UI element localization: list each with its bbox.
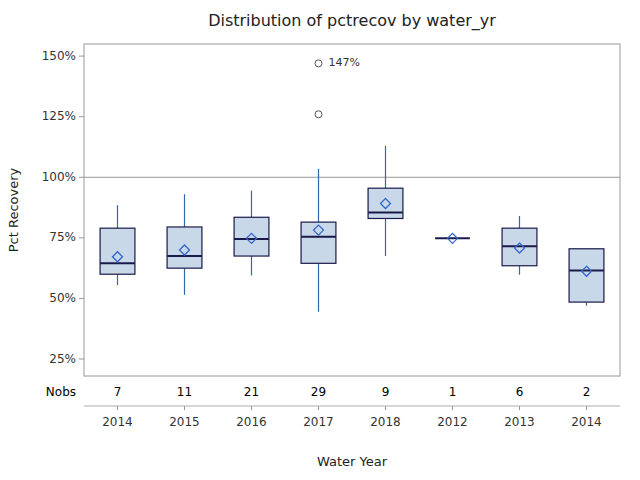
y-tick [79, 116, 84, 117]
mean-marker [113, 252, 123, 262]
y-tick-label: 125% [42, 109, 76, 123]
x-tick-label: 2012 [437, 415, 468, 429]
x-tick [318, 406, 319, 410]
nobs-value: 21 [244, 385, 259, 399]
y-tick [79, 56, 84, 57]
whisker-high [519, 216, 520, 228]
whisker-low [117, 274, 118, 285]
median [234, 238, 269, 240]
median [368, 211, 403, 213]
whisker-low [519, 266, 520, 275]
x-tick [519, 406, 520, 410]
y-tick [79, 298, 84, 299]
x-tick [586, 406, 587, 410]
whisker-high [184, 194, 185, 227]
nobs-value: 1 [449, 385, 457, 399]
nobs-value: 11 [177, 385, 192, 399]
y-tick [79, 237, 84, 238]
median [435, 237, 470, 239]
box [301, 222, 336, 263]
median [502, 245, 537, 247]
whisker-high [385, 146, 386, 188]
nobs-value: 29 [311, 385, 326, 399]
x-axis-label: Water Year [317, 454, 388, 469]
whisker-high [251, 191, 252, 218]
x-tick-label: 2014 [571, 415, 602, 429]
mean-marker [515, 243, 525, 253]
y-tick-label: 75% [49, 230, 76, 244]
box [569, 249, 604, 302]
mean-marker [314, 225, 324, 235]
chart: Distribution of pctrecov by water_yr 25% 5… [0, 0, 640, 480]
whisker-low [318, 263, 319, 311]
nobs-value: 2 [583, 385, 591, 399]
x-tick [385, 406, 386, 410]
plot-area [84, 60, 620, 312]
y-tick-label: 150% [42, 49, 76, 63]
whisker-low [184, 268, 185, 295]
median [569, 270, 604, 272]
box [435, 238, 470, 239]
x-tick-label: 2018 [370, 415, 401, 429]
nobs-label: Nobs [46, 385, 76, 399]
whisker-high [117, 205, 118, 228]
y-tick-label: 25% [49, 352, 76, 366]
whisker-low [385, 218, 386, 256]
nobs-value: 9 [382, 385, 390, 399]
whisker-low [251, 256, 252, 275]
box [234, 217, 269, 256]
x-tick-label: 2014 [102, 415, 133, 429]
plot-frame [84, 44, 620, 376]
outlier [315, 111, 322, 118]
reference-line [84, 177, 620, 178]
nobs-separator [84, 406, 620, 407]
mean-marker [180, 245, 190, 255]
x-tick [184, 406, 185, 410]
box [167, 227, 202, 268]
nobs-value: 6 [516, 385, 524, 399]
x-tick-label: 2013 [504, 415, 535, 429]
y-tick [79, 177, 84, 178]
x-tick [117, 406, 118, 410]
x-tick-label: 2017 [303, 415, 334, 429]
mean-marker [247, 233, 257, 243]
y-tick [79, 359, 84, 360]
outlier [315, 60, 322, 67]
x-tick-label: 2015 [169, 415, 200, 429]
mean-marker [381, 198, 391, 208]
whisker-high [318, 169, 319, 222]
mean-marker [448, 233, 458, 243]
annotation: 147% [329, 56, 360, 69]
y-tick-label: 100% [42, 170, 76, 184]
x-tick-label: 2016 [236, 415, 267, 429]
box [368, 188, 403, 218]
y-axis-label: Pct Recovery [6, 167, 21, 252]
x-tick [452, 406, 453, 410]
box [502, 228, 537, 266]
y-tick-label: 50% [49, 291, 76, 305]
nobs-value: 7 [114, 385, 122, 399]
box [100, 228, 135, 274]
x-tick [251, 406, 252, 410]
mean-marker [582, 266, 592, 276]
title: Distribution of pctrecov by water_yr [208, 11, 496, 31]
